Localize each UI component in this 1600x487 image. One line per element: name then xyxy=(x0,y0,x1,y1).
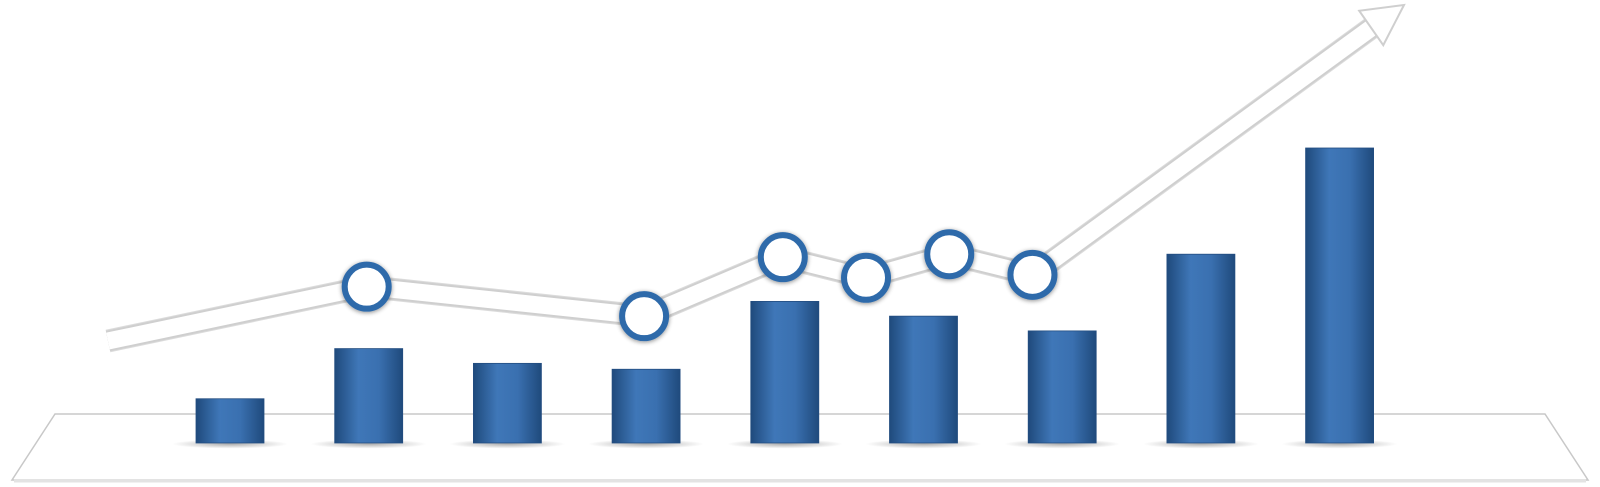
trend-point xyxy=(1007,249,1058,300)
trend-point xyxy=(757,232,808,283)
trend-point xyxy=(619,291,670,342)
trend-point xyxy=(924,229,975,280)
bars-layer xyxy=(172,147,1398,449)
trend-markers-layer xyxy=(341,229,1058,342)
trend-point xyxy=(341,261,392,312)
bar xyxy=(750,300,820,444)
bar xyxy=(334,348,404,444)
bar xyxy=(1166,253,1236,444)
bar xyxy=(889,315,958,444)
trend-point xyxy=(841,252,892,303)
bar xyxy=(472,362,542,444)
bar xyxy=(1305,147,1374,444)
bar xyxy=(1027,330,1097,444)
bar xyxy=(195,398,265,444)
trend-arrow-head xyxy=(1357,3,1406,48)
bar xyxy=(611,368,681,444)
